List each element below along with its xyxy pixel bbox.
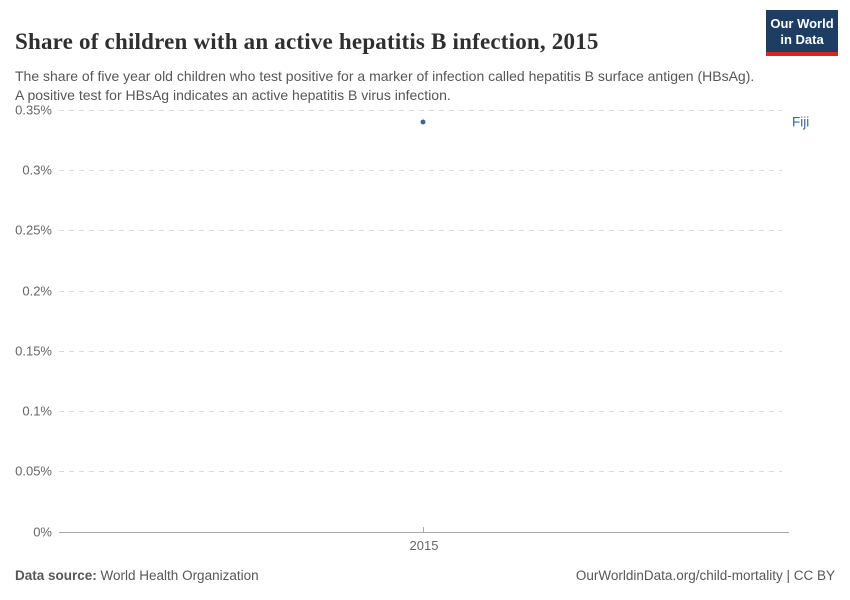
y-axis-tick-label: 0.2% bbox=[22, 283, 52, 299]
y-axis-tick-label: 0% bbox=[33, 524, 52, 540]
data-source-note: Data source: World Health Organization bbox=[15, 568, 259, 583]
gridline bbox=[59, 351, 782, 352]
owid-logo-line1: Our World bbox=[770, 16, 834, 31]
data-source-value: World Health Organization bbox=[96, 568, 259, 583]
data-source-label: Data source: bbox=[15, 568, 97, 583]
owid-logo-line2: in Data bbox=[780, 31, 824, 47]
gridline bbox=[59, 471, 782, 472]
x-axis-tick bbox=[423, 527, 424, 532]
gridline bbox=[59, 110, 782, 111]
y-axis-tick-label: 0.1% bbox=[22, 403, 52, 419]
y-axis-tick-label: 0.25% bbox=[15, 222, 52, 238]
gridline bbox=[59, 230, 782, 231]
data-point-fiji[interactable] bbox=[420, 119, 426, 125]
gridline bbox=[59, 411, 782, 412]
owid-logo: Our World in Data bbox=[766, 10, 838, 57]
y-axis-tick-label: 0.05% bbox=[15, 463, 52, 479]
y-axis-tick-label: 0.15% bbox=[15, 343, 52, 359]
gridline bbox=[59, 170, 782, 171]
y-axis-tick-label: 0.3% bbox=[22, 162, 52, 178]
x-axis-line bbox=[59, 532, 789, 533]
x-axis-tick-label: 2015 bbox=[409, 538, 439, 553]
entity-label-fiji[interactable]: Fiji bbox=[792, 114, 810, 130]
gridline bbox=[59, 291, 782, 292]
chart-subtitle: The share of five year old children who … bbox=[15, 68, 755, 103]
y-axis-tick-label: 0.35% bbox=[15, 102, 52, 118]
page-title: Share of children with an active hepatit… bbox=[15, 29, 599, 55]
credit-line: OurWorldinData.org/child-mortality | CC … bbox=[575, 568, 835, 583]
